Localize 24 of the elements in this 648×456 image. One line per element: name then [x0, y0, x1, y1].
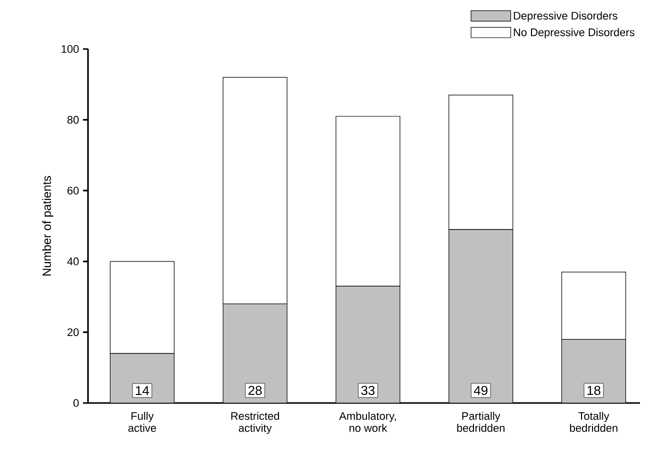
data-label: 49 [474, 386, 488, 395]
x-tick-label: Partially bedridden [457, 412, 504, 432]
y-tick-label: 80 [67, 116, 79, 124]
bar [448, 229, 514, 403]
y-tick-label: 0 [73, 399, 79, 407]
y-tick-label: 40 [67, 258, 79, 266]
legend-label: No Depressive Disorders [514, 28, 634, 38]
y-tick-label: 60 [68, 186, 79, 194]
data-label: 18 [588, 386, 600, 395]
y-tick-label: 20 [68, 328, 79, 336]
y-tick-label: 100 [62, 45, 79, 53]
x-tick-label: Restricted activity [231, 412, 280, 434]
x-tick-label: Totally bedridden [570, 412, 618, 432]
bar [222, 304, 288, 403]
data-label: 28 [248, 386, 262, 395]
bar [561, 338, 626, 403]
x-tick-label: Fully active [128, 412, 156, 432]
bar [110, 353, 174, 403]
data-label: 14 [136, 386, 150, 395]
y-axis-title: Number of patients [42, 176, 54, 276]
legend-label: Depressive Disorders [514, 12, 618, 22]
bar [336, 286, 400, 403]
data-label: 33 [361, 386, 375, 395]
x-tick-label: Ambulatory, no work [339, 412, 396, 432]
